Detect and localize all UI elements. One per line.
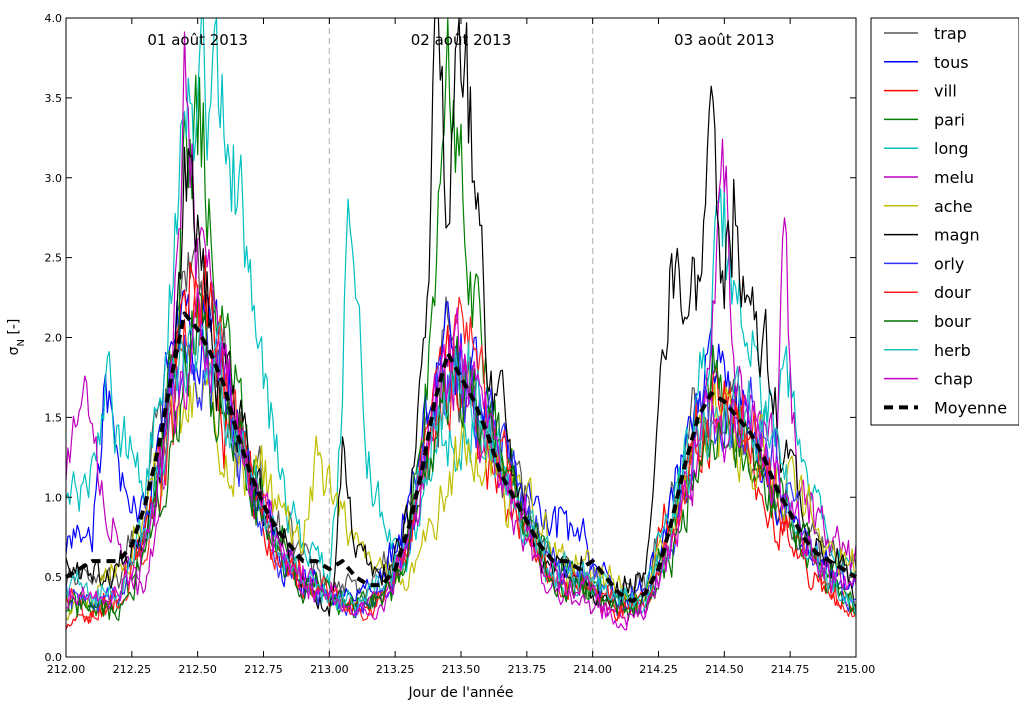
legend-label-bour: bour [934,312,971,331]
series-line-tous [65,289,857,612]
x-tick-label: 214.75 [771,663,810,676]
y-tick-label: 3.5 [45,92,63,105]
x-tick-label: 212.75 [244,663,283,676]
series-line-moyenne [64,311,858,604]
x-tick-label: 214.25 [639,663,678,676]
y-axis-label-subscript: N [16,339,27,346]
x-tick-label: 213.50 [442,663,481,676]
day-label: 03 août 2013 [674,31,775,49]
x-tick-label: 213.00 [310,663,349,676]
legend-label-orly: orly [934,254,964,273]
legend-label-magn: magn [934,226,980,245]
legend-label-chap: chap [934,370,973,389]
y-tick-label: 1.5 [45,411,63,424]
legend-label-pari: pari [934,110,965,129]
legend-label-herb: herb [934,341,971,360]
y-tick-label: 0.0 [45,651,63,664]
x-tick-label: 214.00 [573,663,612,676]
y-tick-label: 2.0 [45,332,63,345]
day-label: 01 août 2013 [147,31,248,49]
legend-label-vill: vill [934,82,957,101]
legend-label-moyenne: Moyenne [934,398,1007,417]
legend-label-dour: dour [934,283,971,302]
y-tick-label: 2.5 [45,252,63,265]
y-axis-ticks: 0.0 0.5 1.0 1.5 2.0 2.5 3.0 3.5 4.0 [45,12,856,664]
legend-label-tous: tous [934,53,969,72]
series-line-magn [65,17,857,617]
legend-box [870,17,1019,426]
x-tick-label: 215.00 [837,663,876,676]
legend-label-melu: melu [934,168,974,187]
legend: trap tous vill pari long melu ache magn orly dour… [870,17,1019,426]
y-tick-label: 1.0 [45,491,63,504]
series-line-bour [65,291,857,621]
x-tick-label: 213.25 [376,663,415,676]
day-labels: 01 août 2013 02 août 2013 03 août 2013 [147,31,774,49]
series-line-vill [65,255,857,630]
y-tick-label: 4.0 [45,12,63,25]
legend-label-ache: ache [934,197,973,216]
day-label: 02 août 2013 [411,31,512,49]
x-tick-label: 214.50 [705,663,744,676]
y-tick-label: 0.5 [45,571,63,584]
x-tick-label: 212.25 [113,663,152,676]
series-line-chap [65,288,857,631]
x-axis-label: Jour de l'année [407,685,513,701]
y-axis-label: σN [-] [6,319,27,356]
legend-label-trap: trap [934,24,967,43]
day-separators [328,18,594,657]
legend-label-long: long [934,139,969,158]
x-tick-label: 213.75 [508,663,547,676]
x-axis-ticks: 212.00 212.25 212.50 212.75 213.00 213.25 213.… [47,18,876,676]
y-tick-label: 3.0 [45,172,63,185]
series-lines [64,17,858,631]
x-tick-label: 212.50 [178,663,217,676]
x-tick-label: 212.00 [47,663,86,676]
